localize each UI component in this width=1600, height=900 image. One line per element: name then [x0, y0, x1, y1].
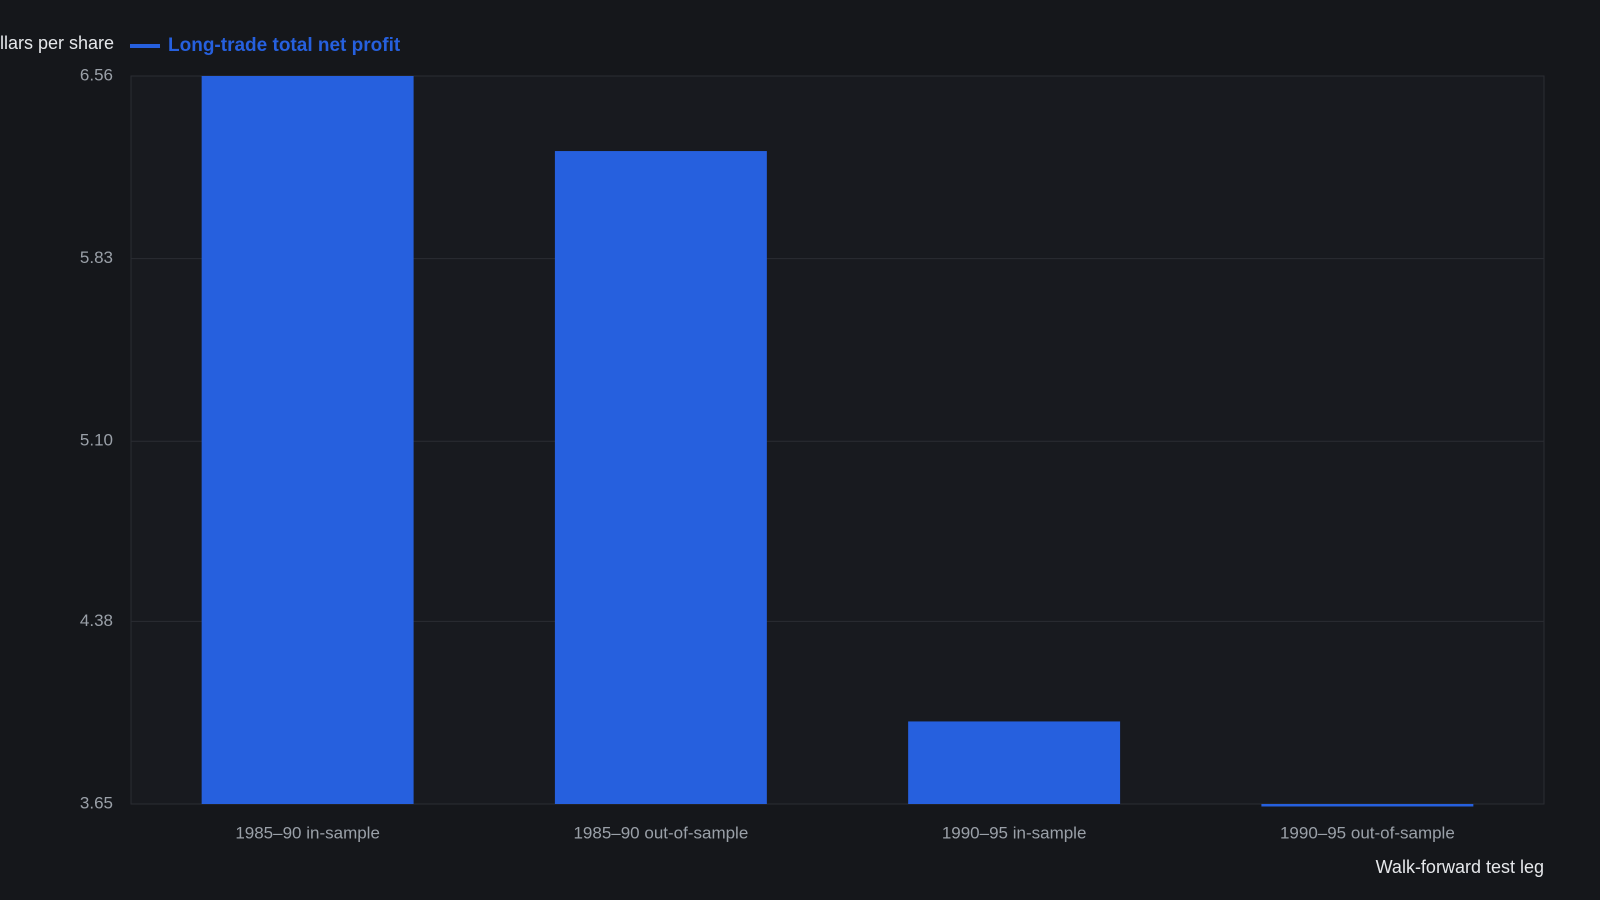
- y-tick-label: 4.38: [80, 611, 113, 630]
- y-tick-label: 6.56: [80, 65, 113, 84]
- bar: [554, 151, 767, 805]
- bar: [201, 76, 414, 804]
- x-tick-label: 1985–90 out-of-sample: [573, 823, 748, 842]
- x-axis-label: Walk-forward test leg: [1376, 857, 1544, 877]
- y-tick-label: 5.10: [80, 431, 113, 450]
- y-tick-label: 5.83: [80, 248, 113, 267]
- bar: [1261, 804, 1474, 807]
- y-tick-label: 3.65: [80, 793, 113, 812]
- y-axis-label: Dollars per share: [0, 33, 114, 53]
- x-tick-label: 1990–95 out-of-sample: [1280, 823, 1455, 842]
- bar: [908, 721, 1121, 804]
- x-tick-label: 1990–95 in-sample: [942, 823, 1087, 842]
- x-tick-label: 1985–90 in-sample: [235, 823, 380, 842]
- legend-label: Long-trade total net profit: [168, 35, 401, 56]
